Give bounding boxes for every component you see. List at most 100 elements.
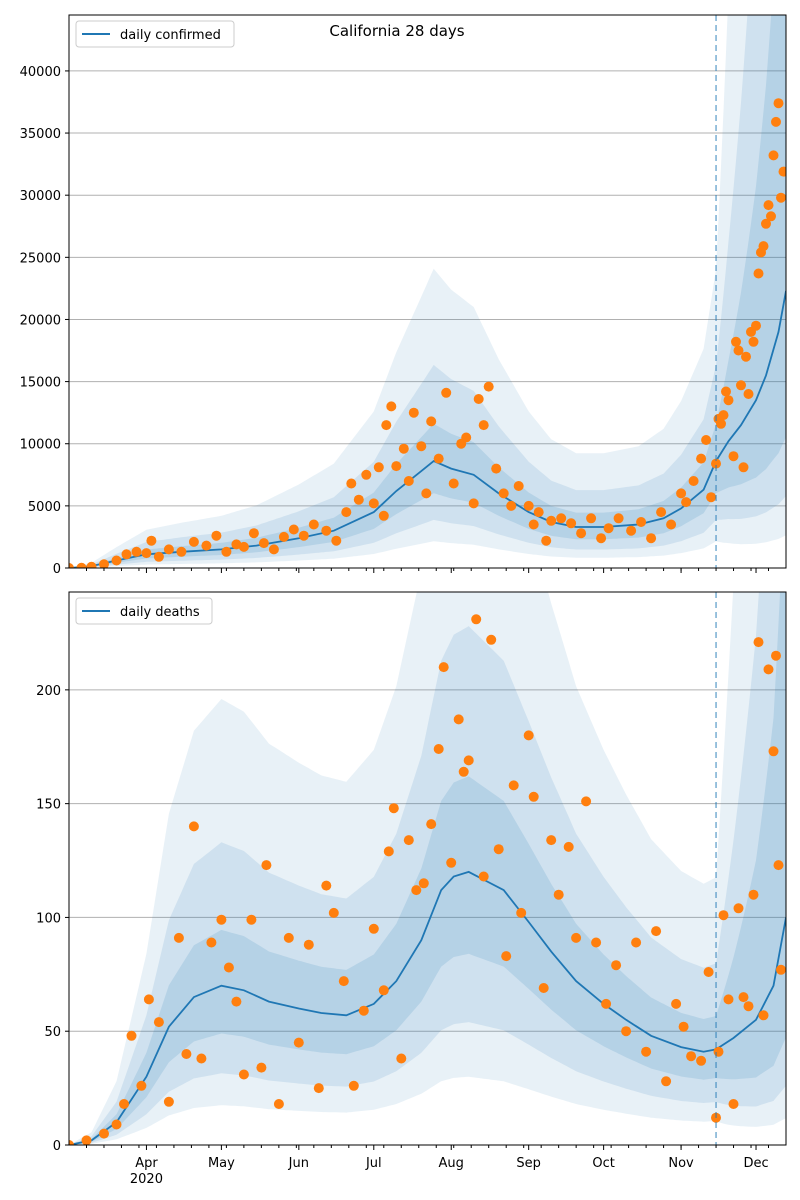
observed-point [288,524,299,535]
observed-point [258,538,269,549]
observed-point [353,494,364,505]
observed-point [766,211,776,222]
deaths-panel: 0 50 100 150 200 Apr May Jun Jul Aug Sep Oct Nov Dec 2… [36,591,787,1187]
observed-point [478,871,489,882]
observed-point [321,880,332,891]
observed-point [468,498,479,509]
y-tick-label: 5000 [28,500,61,515]
observed-point [631,937,642,948]
observed-point [348,1080,359,1091]
y-tick-label: 150 [36,798,61,813]
observed-point [119,1099,129,1109]
x-tick-label: Jun [288,1156,309,1171]
observed-point [223,962,234,973]
observed-point [728,1099,739,1109]
y-tick-label: 15000 [20,376,61,391]
legend-label: daily confirmed [120,28,221,43]
y-tick-label: 0 [53,1139,61,1154]
axes-frame [68,591,787,1146]
observed-point [508,780,519,791]
observed-point [273,1099,284,1109]
x-tick-label: Apr [135,1156,158,1171]
observed-point [446,857,457,868]
observed-point [378,985,389,996]
observed-point [386,401,397,412]
observed-point [126,1030,137,1041]
observed-point [368,498,379,509]
x-tick-label: Dec [743,1156,768,1171]
y-tick-label: 200 [36,684,61,699]
observed-point [388,803,399,814]
observed-point [696,1055,707,1066]
observed-point [268,544,279,555]
observed-point [141,548,152,559]
observed-point [381,420,392,431]
observed-point [641,1046,652,1057]
uncertainty-band-1 [69,15,786,568]
observed-point [763,664,774,675]
observed-point [378,510,389,521]
observed-point [153,551,164,562]
observed-point [761,218,771,229]
observed-point [121,549,132,560]
observed-point [81,1135,92,1145]
observed-point [546,835,557,846]
observed-point [163,1096,174,1107]
observed-point [471,614,482,625]
observed-point [621,1026,632,1037]
observed-point [758,241,769,252]
y-tick-label: 40000 [20,65,61,80]
observed-point [763,200,774,211]
observed-point [541,535,552,546]
observed-point [321,525,332,536]
observed-point [111,555,122,566]
observed-point [576,528,587,539]
observed-point [516,907,527,918]
observed-point [776,964,786,975]
y-tick-label: 25000 [20,251,61,266]
observed-point [173,932,184,943]
observed-point [696,453,707,464]
observed-point [661,1076,672,1087]
observed-point [523,730,534,741]
x-tick-label: Sep [516,1156,541,1171]
observed-point [411,885,422,896]
observed-point [358,1005,369,1016]
observed-point [438,662,449,673]
observed-point [238,1069,249,1080]
observed-point [283,932,294,943]
observed-point [416,441,427,452]
observed-point [768,150,779,161]
y-tick-label: 100 [36,911,61,926]
observed-point [591,937,602,948]
observed-point [99,1128,109,1139]
observed-point [426,416,437,427]
observed-point [338,976,349,987]
observed-point [501,951,512,962]
uncertainty-band-2 [69,15,786,568]
observed-point [461,432,472,443]
observed-point [723,994,734,1005]
observed-point [433,453,444,464]
observed-point [538,983,549,993]
observed-point [256,1062,267,1073]
observed-point [458,766,469,777]
observed-point [328,907,339,918]
observed-point [581,796,592,807]
observed-point [771,116,781,127]
observed-point [246,914,257,925]
observed-point [373,462,384,473]
observed-point [421,488,432,499]
observed-point [733,345,744,356]
observed-point [341,507,352,518]
observed-point [611,960,622,971]
observed-point [656,507,667,518]
observed-point [216,914,227,925]
observed-point [146,535,157,546]
observed-point [546,515,557,526]
observed-point [463,755,474,766]
observed-point [613,513,624,524]
observed-point [176,546,187,557]
observed-point [716,418,726,429]
observed-point [491,463,502,474]
